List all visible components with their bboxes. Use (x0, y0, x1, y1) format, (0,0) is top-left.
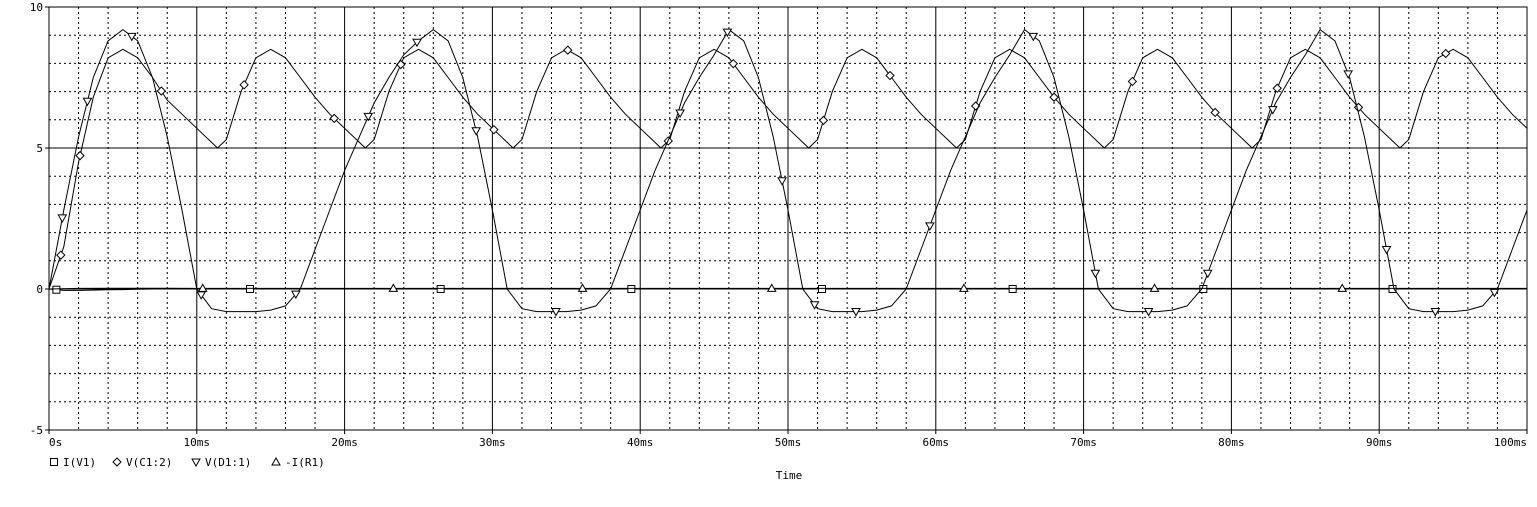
series-marker (818, 115, 829, 126)
series-I(V1) (48, 285, 1527, 294)
series-marker (82, 97, 93, 107)
series-marker (551, 308, 561, 317)
series-marker (290, 290, 301, 300)
x-axis-label: Time (776, 469, 803, 482)
x-tick-label: 100ms (1494, 436, 1527, 449)
x-tick-label: 40ms (627, 436, 654, 449)
legend-entry: V(D1:1) (191, 456, 251, 469)
axes (45, 6, 1528, 434)
series-marker (1202, 269, 1213, 279)
series-layer (48, 28, 1528, 317)
series-marker (1199, 285, 1208, 293)
series-marker (126, 32, 137, 42)
series-marker (156, 86, 167, 96)
y-tick-label: 10 (30, 1, 43, 14)
series-marker (627, 285, 636, 293)
x-tick-label: 80ms (1218, 436, 1245, 449)
series-marker (52, 285, 61, 294)
series-marker (471, 127, 482, 136)
series-V(C1:2) (48, 45, 1528, 290)
legend-marker (271, 456, 281, 466)
series-marker (1049, 92, 1059, 102)
x-tick-label: 10ms (184, 436, 211, 449)
series-marker (885, 70, 895, 81)
series-marker (412, 38, 422, 48)
x-tick-label: 20ms (331, 436, 358, 449)
legend-label: V(C1:2) (126, 456, 172, 469)
series-marker (817, 285, 826, 293)
series-marker (777, 177, 787, 186)
series-marker (1028, 32, 1039, 42)
legend-marker (112, 457, 122, 467)
x-tick-label: 0s (49, 436, 62, 449)
series-marker (728, 58, 739, 69)
y-tick-label: 5 (36, 142, 43, 155)
series-V(D1:1) (48, 28, 1528, 317)
series-marker (1430, 308, 1441, 317)
legend-label: -I(R1) (285, 456, 325, 469)
series-marker (197, 283, 208, 292)
series-marker (1441, 48, 1451, 59)
series-marker (239, 80, 249, 90)
series-marker (1267, 106, 1278, 115)
x-tick-label: 60ms (923, 436, 950, 449)
series-marker (675, 109, 685, 119)
series-marker (57, 214, 68, 223)
legend-label: I(V1) (63, 456, 96, 469)
series-marker (1388, 285, 1397, 293)
series-marker (329, 113, 339, 124)
series-marker (563, 45, 573, 55)
series-line (48, 48, 1528, 290)
legend: I(V1) V(C1:2) V(D1:1) -I(R1) (50, 456, 325, 469)
grid (48, 6, 1528, 431)
series-marker (56, 250, 66, 260)
series-marker (436, 285, 445, 293)
y-tick-label: 0 (36, 283, 43, 296)
series-marker (1381, 246, 1392, 255)
series-marker (1210, 107, 1220, 118)
legend-marker (191, 458, 201, 468)
x-tick-label: 30ms (479, 436, 506, 449)
series-marker (246, 285, 255, 293)
series-line (48, 288, 1527, 291)
series-marker (766, 283, 777, 292)
series-marker (1337, 283, 1348, 292)
legend-entry: I(V1) (50, 456, 96, 469)
series-marker (1090, 269, 1101, 279)
series--I(R1) (48, 283, 1527, 292)
legend-marker (50, 458, 58, 466)
series-marker (722, 28, 733, 38)
x-tick-label: 50ms (775, 436, 802, 449)
legend-entry: V(C1:2) (112, 456, 172, 469)
series-marker (1489, 288, 1500, 298)
series-marker (388, 283, 399, 292)
series-marker (1343, 70, 1354, 79)
legend-entry: -I(R1) (271, 456, 325, 469)
series-marker (1008, 285, 1017, 293)
legend-label: V(D1:1) (205, 456, 251, 469)
series-marker (1149, 283, 1160, 292)
y-tick-label: -5 (30, 424, 43, 437)
series-marker (363, 112, 374, 122)
x-tick-label: 90ms (1366, 436, 1393, 449)
series-marker (959, 283, 969, 292)
series-marker (577, 283, 588, 292)
series-marker (925, 222, 935, 231)
series-marker (809, 301, 820, 310)
x-tick-label: 70ms (1070, 436, 1097, 449)
series-marker (851, 308, 861, 317)
series-marker (1127, 76, 1138, 87)
series-marker (1143, 308, 1154, 317)
tick-labels: 0s 10ms 20ms 30ms 40ms 50ms 60ms 70ms 80ms 90ms 10… (30, 1, 1527, 449)
series-line (48, 287, 1527, 290)
series-marker (489, 124, 499, 135)
series-marker (1272, 83, 1282, 93)
series-marker (75, 150, 85, 161)
